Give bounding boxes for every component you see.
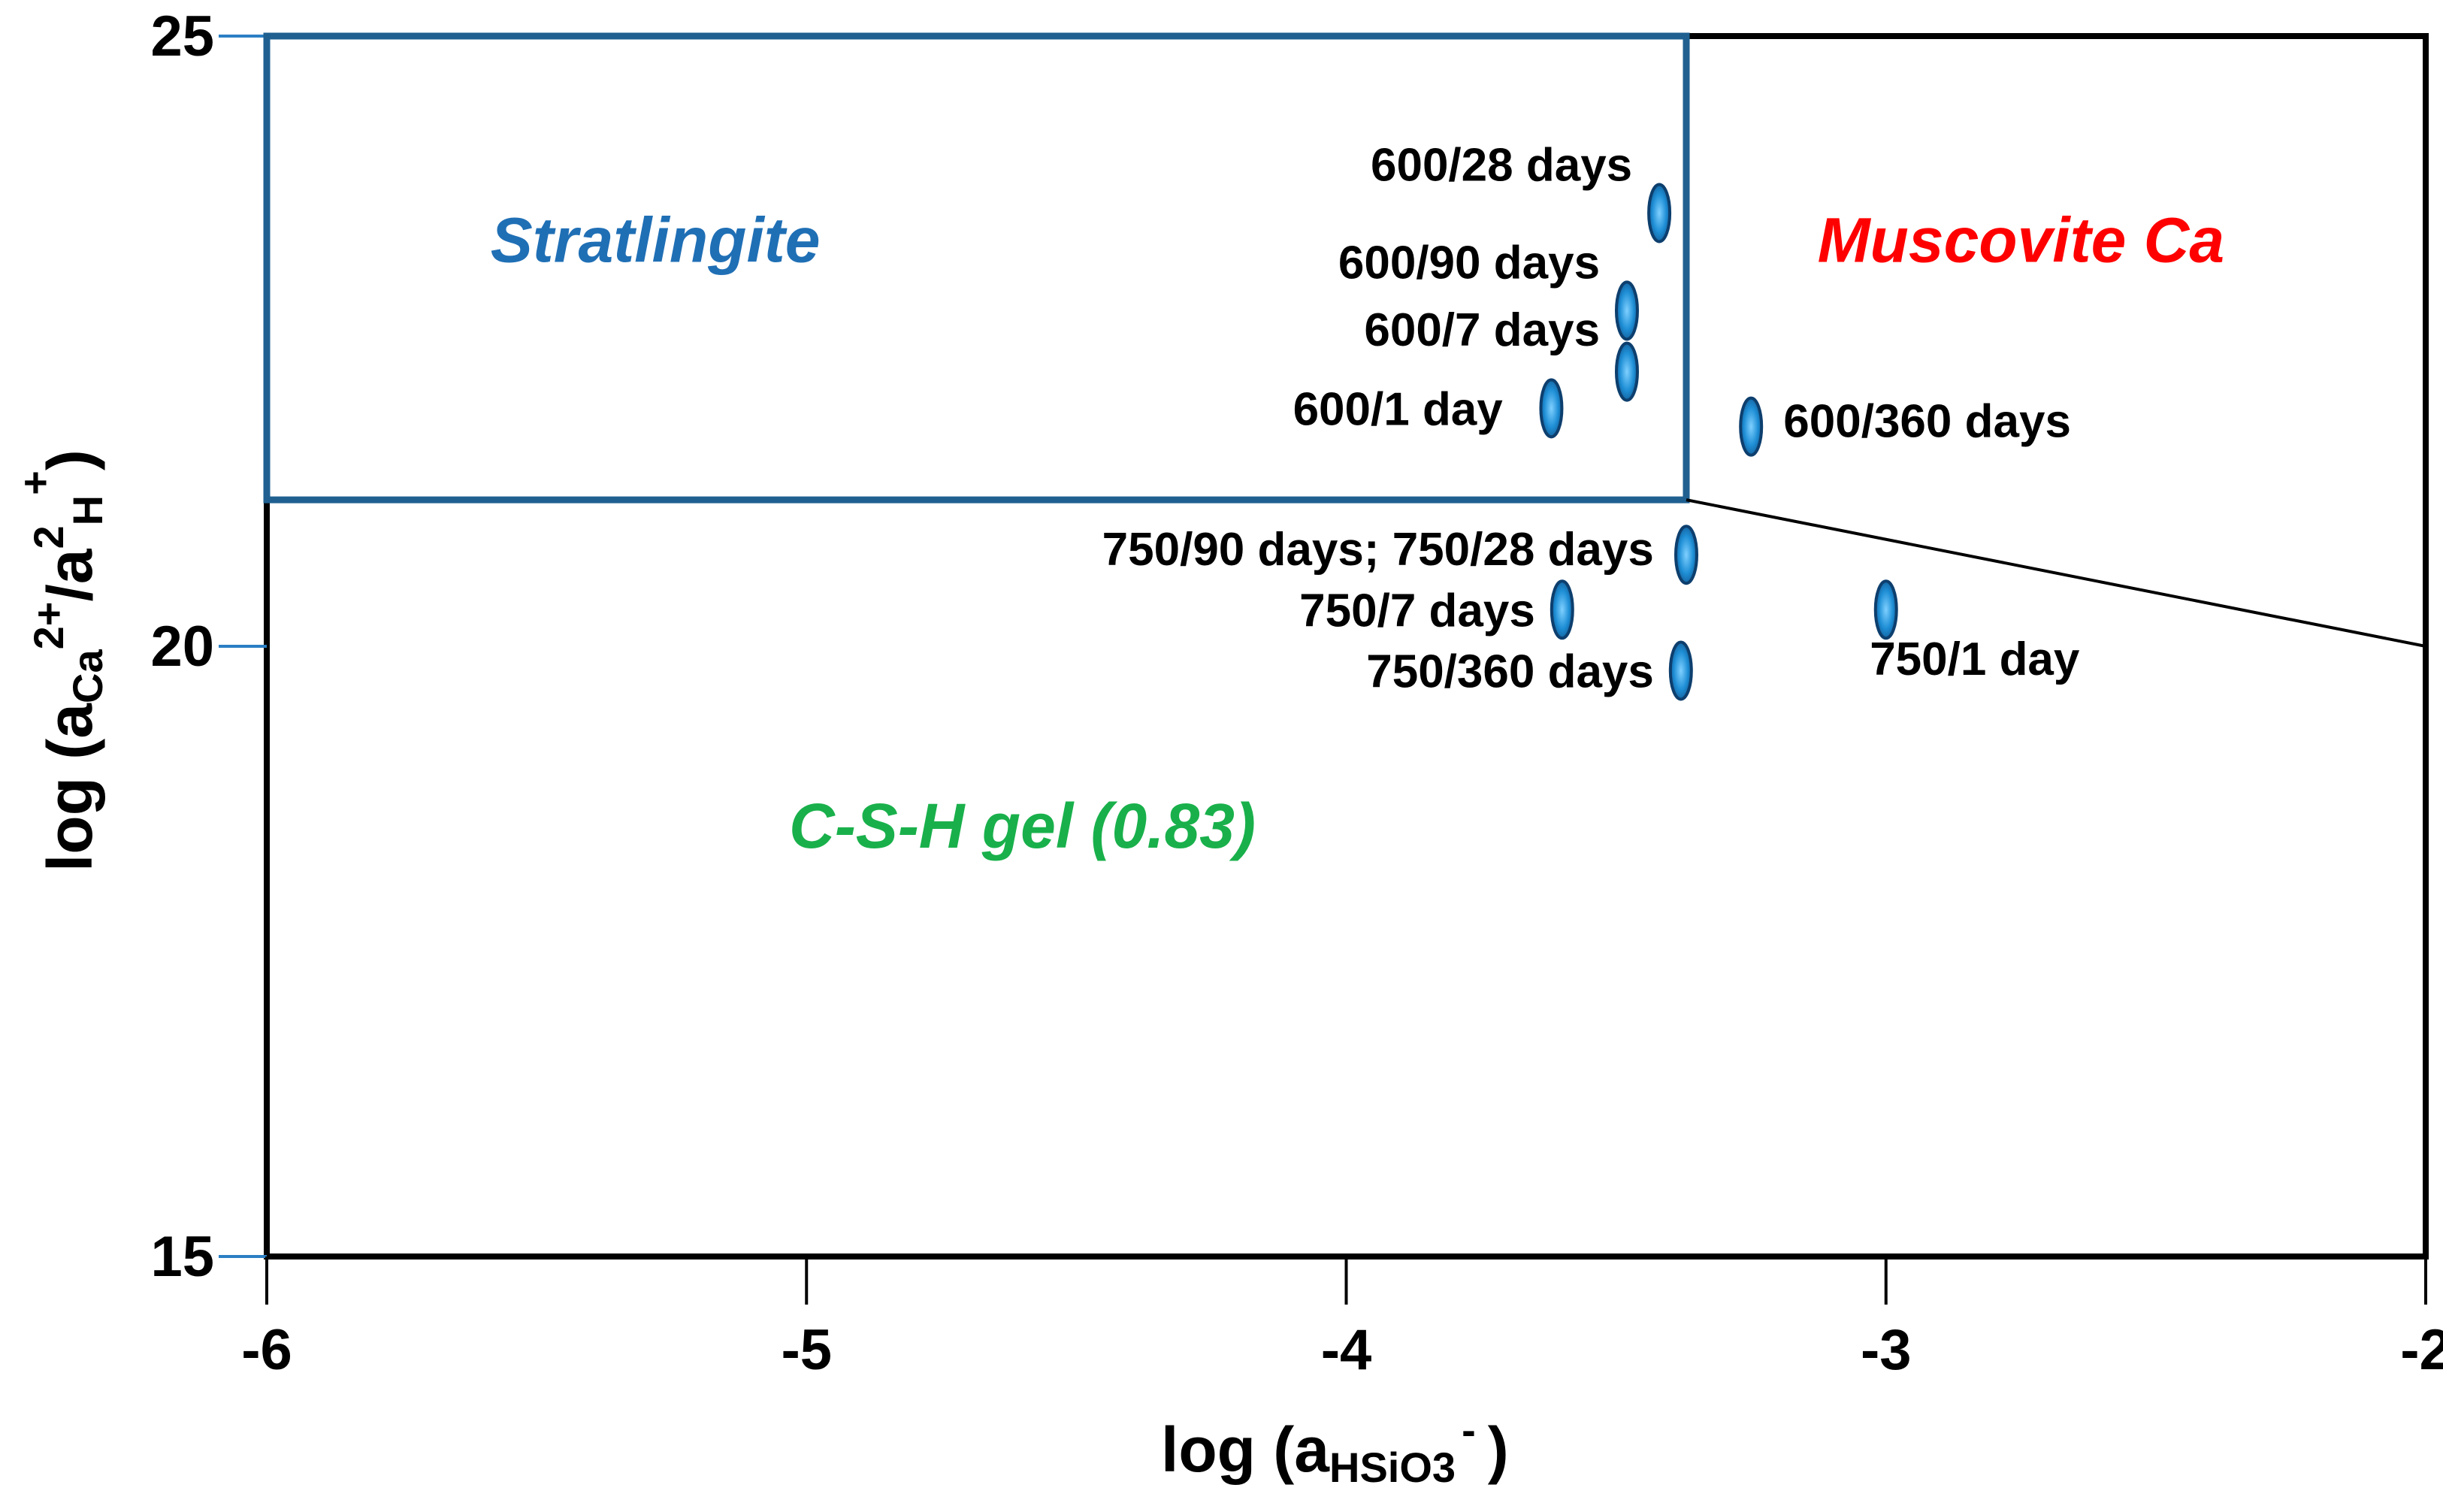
y-axis-title: log (aCa2+/a2H+) (11, 449, 111, 872)
csh-muscovite-boundary (1686, 498, 2426, 648)
data-point-750-360-days (1668, 640, 1693, 701)
y-axis-title-main: log (a (35, 703, 105, 872)
x-axis-title-close: ) (1488, 1414, 1509, 1485)
data-point-600-7-days (1614, 341, 1639, 402)
y-axis-title-sup1: 2+ (25, 602, 72, 650)
x-tick-label-2: -2 (2400, 1318, 2443, 1382)
phase-boundaries (263, 32, 2426, 648)
region-label-c-s-h-gel-0-83: C-S-H gel (0.83) (789, 791, 1256, 861)
y-axis-title-sub2: H (64, 495, 111, 525)
data-point-750-90-days-750-28-days (1674, 525, 1698, 585)
x-axis-title-main: log (a (1161, 1414, 1330, 1485)
y-axis-title-close: ) (35, 449, 105, 470)
y-axis-title-sup2: 2 (25, 525, 72, 549)
x-axis-ticks: -6 -5 -4 -3 -2 (241, 1256, 2443, 1382)
data-point-750-7-days (1550, 579, 1574, 640)
data-label-600-90-days: 600/90 days (1338, 237, 1600, 289)
data-label-600-7-days: 600/7 days (1364, 304, 1600, 356)
y-axis-title-sup3: + (11, 470, 59, 495)
data-label-600-28-days: 600/28 days (1371, 140, 1632, 192)
data-label-600-360-days: 600/360 days (1783, 396, 2071, 448)
data-point-600-360-days (1739, 396, 1764, 457)
data-label-600-1-day: 600/1 day (1293, 383, 1504, 435)
y-axis-ticks: 15 20 25 (150, 5, 267, 1289)
y-tick-label-20: 20 (150, 615, 214, 679)
data-points (1539, 183, 1898, 701)
region-label-muscovite-ca: Muscovite Ca (1818, 204, 2225, 275)
region-label-stratlingite: Stratlingite (491, 204, 821, 275)
data-point-600-1-day (1539, 378, 1564, 439)
x-tick-label-3: -3 (1861, 1318, 1912, 1382)
data-point-750-1-day (1873, 579, 1898, 640)
data-point-600-90-days (1614, 280, 1639, 341)
y-axis-title-sub1: Ca (64, 649, 111, 703)
data-label-750-90-days-750-28-days: 750/90 days; 750/28 days (1102, 524, 1654, 576)
data-label-750-7-days: 750/7 days (1299, 585, 1535, 637)
x-tick-label-6: -6 (241, 1318, 292, 1382)
y-axis-title-mid: /a (35, 548, 105, 601)
data-label-750-360-days: 750/360 days (1366, 646, 1654, 697)
y-tick-label-25: 25 (150, 5, 214, 68)
x-tick-label-5: -5 (781, 1318, 832, 1382)
y-tick-label-15: 15 (150, 1225, 214, 1289)
data-point-600-28-days (1647, 183, 1672, 243)
x-tick-label-4: -4 (1321, 1318, 1372, 1382)
x-axis-title: log (aHSiO3-) (1161, 1406, 1509, 1491)
data-label-750-1-day: 750/1 day (1870, 634, 2080, 685)
region-labels: Stratlingite Muscovite Ca C-S-H gel (0.83) (491, 204, 2224, 861)
x-axis-title-sub: HSiO3 (1329, 1444, 1456, 1491)
data-point-labels: 600/28 days 600/90 days 600/7 days 600/1 da… (1102, 140, 2080, 698)
x-axis-title-sup: - (1462, 1406, 1476, 1453)
stratlingite-boundary (263, 32, 1690, 503)
